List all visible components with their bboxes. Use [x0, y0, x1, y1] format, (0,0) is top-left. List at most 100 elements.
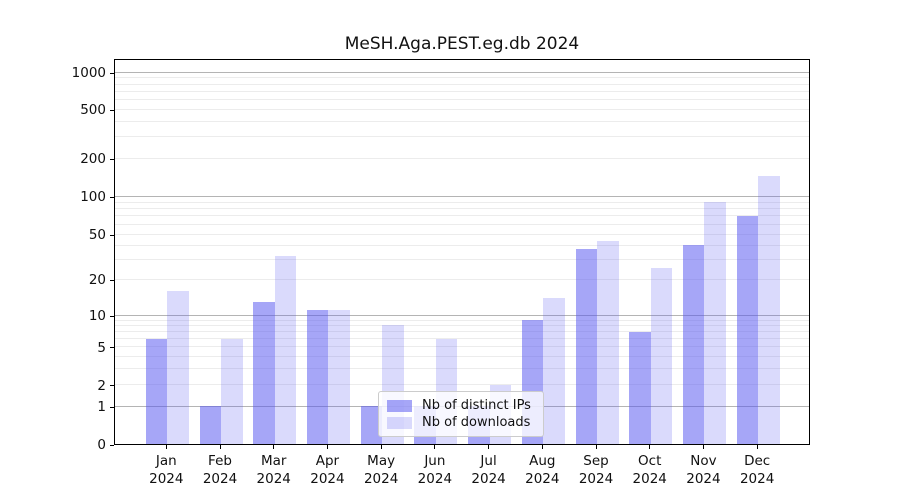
legend-label-distinct-ips: Nb of distinct IPs — [422, 398, 531, 413]
x-tick-label-aug: Aug 2024 — [512, 452, 572, 488]
minor-gridline — [115, 233, 809, 235]
x-tick-label-may: May 2024 — [351, 452, 411, 488]
x-tick-mark — [488, 445, 490, 449]
x-tick-month: Dec — [744, 453, 771, 469]
bar-downloads-sep — [597, 240, 619, 444]
legend-label-downloads: Nb of downloads — [422, 415, 531, 430]
bar-downloads-jan — [167, 290, 189, 444]
x-tick-year: 2024 — [417, 471, 453, 487]
x-tick-month: Aug — [529, 453, 556, 469]
legend-swatch-distinct-ips — [387, 399, 412, 412]
y-tick-mark — [110, 72, 114, 74]
x-tick-year: 2024 — [686, 471, 721, 487]
minor-gridline — [115, 83, 809, 85]
y-tick-label: 0 — [97, 437, 106, 453]
y-tick-label: 50 — [88, 227, 106, 244]
minor-gridline — [115, 367, 809, 369]
bar-downloads-oct — [650, 268, 673, 444]
bar-downloads-dec — [758, 175, 780, 444]
minor-gridline — [115, 136, 809, 138]
y-tick-label: 5 — [97, 339, 106, 356]
y-tick-mark — [110, 279, 114, 281]
bar-distinct-ips-nov — [682, 245, 705, 444]
y-tick-mark — [110, 109, 114, 111]
y-tick-label: 20 — [88, 272, 106, 289]
bar-distinct-ips-feb — [199, 406, 221, 444]
x-tick-year: 2024 — [149, 471, 184, 487]
x-tick-year: 2024 — [363, 471, 399, 487]
x-tick-mark — [595, 445, 597, 449]
x-tick-mark — [434, 445, 436, 449]
x-tick-mark — [326, 445, 328, 449]
x-tick-label-sep: Sep 2024 — [566, 452, 626, 488]
bar-downloads-aug — [543, 297, 565, 444]
minor-gridline — [115, 384, 809, 386]
x-tick-label-nov: Nov 2024 — [673, 452, 733, 488]
x-tick-month: Jul — [480, 453, 497, 469]
y-tick-mark — [110, 158, 114, 160]
minor-gridline — [115, 77, 809, 79]
bar-distinct-ips-sep — [575, 249, 597, 444]
x-tick-month: Mar — [260, 453, 287, 469]
x-tick-year: 2024 — [310, 471, 345, 487]
plot-area: Nb of distinct IPs Nb of downloads — [114, 59, 810, 445]
chart-title: MeSH.Aga.PEST.eg.db 2024 — [344, 34, 580, 54]
major-gridline — [115, 195, 809, 197]
legend-entry-distinct-ips: Nb of distinct IPs — [387, 398, 535, 413]
x-tick-mark — [756, 445, 758, 449]
minor-gridline — [115, 331, 809, 333]
y-tick-mark — [110, 385, 114, 387]
x-tick-label-jan: Jan 2024 — [136, 452, 196, 488]
x-tick-mark — [380, 445, 382, 449]
x-tick-mark — [273, 445, 275, 449]
x-tick-month: Jan — [155, 453, 177, 469]
y-tick-label: 1 — [97, 399, 106, 416]
minor-gridline — [115, 90, 809, 92]
minor-gridline — [115, 215, 809, 217]
minor-gridline — [115, 355, 809, 357]
x-tick-year: 2024 — [471, 471, 506, 487]
minor-gridline — [115, 223, 809, 225]
bar-downloads-mar — [274, 256, 297, 444]
x-tick-year: 2024 — [525, 471, 560, 487]
y-tick-mark — [110, 406, 114, 408]
minor-gridline — [115, 157, 809, 159]
y-tick-label: 10 — [88, 308, 106, 325]
x-tick-year: 2024 — [578, 471, 614, 487]
bar-distinct-ips-mar — [253, 301, 275, 444]
x-tick-month: Oct — [638, 453, 662, 469]
x-tick-month: Sep — [583, 453, 609, 469]
minor-gridline — [115, 201, 809, 203]
minor-gridline — [115, 324, 809, 326]
minor-gridline — [115, 99, 809, 101]
major-gridline — [115, 71, 809, 73]
x-tick-year: 2024 — [632, 471, 667, 487]
y-tick-mark — [110, 347, 114, 349]
minor-gridline — [115, 120, 809, 122]
x-tick-month: Apr — [315, 453, 340, 469]
minor-gridline — [115, 208, 809, 210]
minor-gridline — [115, 244, 809, 246]
x-tick-label-apr: Apr 2024 — [297, 452, 357, 488]
x-tick-month: Nov — [690, 453, 717, 469]
y-tick-label: 100 — [80, 189, 106, 206]
bar-downloads-feb — [221, 338, 243, 444]
minor-gridline — [115, 319, 809, 321]
y-tick-mark — [110, 234, 114, 236]
x-tick-label-dec: Dec 2024 — [727, 452, 787, 488]
x-tick-label-oct: Oct 2024 — [620, 452, 680, 488]
bar-distinct-ips-dec — [736, 215, 759, 444]
x-tick-mark — [649, 445, 651, 449]
bar-distinct-ips-apr — [306, 310, 329, 444]
x-tick-month: May — [367, 453, 396, 469]
legend: Nb of distinct IPs Nb of downloads — [378, 391, 544, 437]
x-tick-mark — [702, 445, 704, 449]
y-tick-label: 500 — [80, 102, 106, 119]
minor-gridline — [115, 278, 809, 280]
y-tick-mark — [110, 196, 114, 198]
bar-distinct-ips-jan — [145, 338, 168, 444]
bar-downloads-nov — [704, 202, 726, 444]
x-tick-mark — [219, 445, 221, 449]
x-tick-mark — [165, 445, 167, 449]
